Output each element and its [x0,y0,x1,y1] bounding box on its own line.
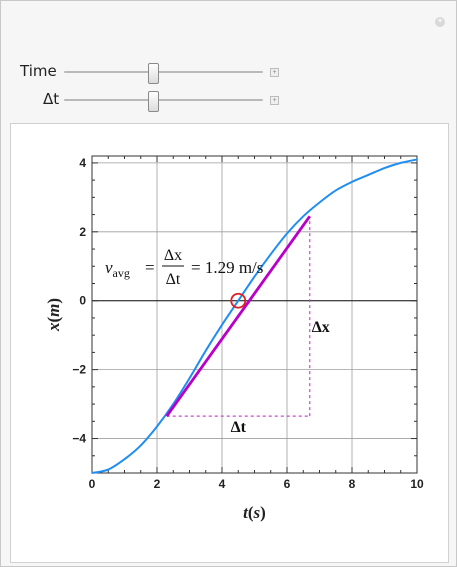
fraction-numerator: Δx [164,247,182,264]
x-axis-label: t(s) [243,503,266,522]
dt-slider[interactable] [64,99,263,101]
time-control-row: Time + [1,62,291,84]
dt-expand-plus-icon[interactable]: + [270,96,279,105]
time-label: Time [20,62,57,80]
labels: 0 2 4 6 8 10 4 2 0 −2 −4 t(s) x(m) vavg = Δx Δt = 1.29 m/… [44,156,424,522]
grid [92,156,417,473]
position-time-chart: 0 2 4 6 8 10 4 2 0 −2 −4 t(s) x(m) vavg = Δx Δt = 1.29 m/… [44,155,424,522]
time-slider[interactable] [64,71,263,73]
y-tick-label: 2 [79,225,86,239]
position-curve [91,158,418,474]
x-tick-label: 10 [410,477,424,491]
time-marker [230,292,247,309]
fraction-denominator: Δt [166,271,181,288]
x-tick-label: 8 [349,477,356,491]
y-tick-label: 4 [79,156,86,170]
time-expand-plus-icon[interactable]: + [270,68,279,77]
axes [91,155,418,474]
delta-t-label: Δt [231,419,247,436]
y-tick-label: −4 [72,432,86,446]
time-slider-thumb[interactable] [147,63,159,84]
dt-label: Δt [43,90,60,108]
secant-line [165,215,311,417]
v-avg-symbol: vavg [105,258,130,280]
plot-frame [91,155,418,474]
x-tick-label: 0 [89,477,96,491]
plot-area: 0 2 4 6 8 10 4 2 0 −2 −4 t(s) x(m) vavg = Δx Δt = 1.29 m/… [10,123,449,563]
dt-control-row: Δt + [1,90,291,112]
x-tick-label: 6 [284,477,291,491]
x-tick-label: 2 [154,477,161,491]
equals-sign: = [145,258,155,277]
x-tick-label: 4 [219,477,226,491]
y-tick-label: 0 [79,294,86,308]
data [91,158,418,474]
panel-options-plus-icon[interactable]: + [435,17,445,27]
dt-slider-thumb[interactable] [147,91,159,112]
delta-x-label: Δx [312,319,330,336]
y-tick-label: −2 [72,363,86,377]
y-axis-label: x(m) [44,298,63,332]
velocity-value: = 1.29 m/s [191,258,263,277]
